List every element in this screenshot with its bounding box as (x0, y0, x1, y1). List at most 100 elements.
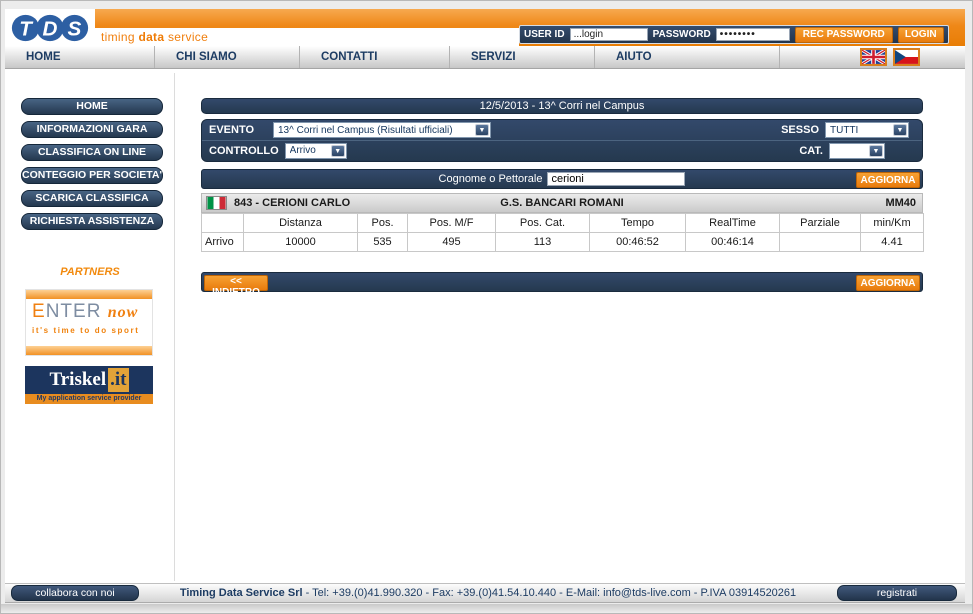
event-date-header: 12/5/2013 - 13^ Corri nel Campus (201, 98, 923, 114)
chevron-down-icon[interactable]: ▼ (330, 144, 345, 157)
chevron-down-icon[interactable]: ▼ (475, 124, 489, 136)
col-header-parziale: Parziale (779, 213, 861, 233)
cell-pos-mf: 495 (407, 232, 496, 252)
evento-selected-value: 13^ Corri nel Campus (Risultati ufficial… (278, 124, 453, 136)
aggiorna-button-top[interactable]: AGGIORNA (856, 172, 920, 188)
password-label: PASSWORD (652, 29, 711, 40)
password-input[interactable] (715, 28, 790, 41)
italy-flag-icon (206, 196, 227, 210)
athlete-category: MM40 (885, 197, 916, 209)
tds-logo-icon: T D S (11, 14, 89, 41)
cell-parziale (779, 232, 861, 252)
results-table: Distanza Pos. Pos. M/F Pos. Cat. Tempo R… (201, 213, 924, 252)
cell-tempo: 00:46:52 (589, 232, 686, 252)
sidebar-divider (174, 73, 175, 581)
sidebar-item-home[interactable]: HOME (21, 98, 163, 115)
search-label: Cognome o Pettorale (438, 173, 543, 185)
table-header-row: Distanza Pos. Pos. M/F Pos. Cat. Tempo R… (201, 213, 924, 233)
footer-contact-details: - Tel: +39.(0)41.990.320 - Fax: +39.(0)4… (302, 587, 797, 599)
nav-item-chi-siamo[interactable]: CHI SIAMO (155, 46, 300, 68)
sesso-label: SESSO (781, 124, 819, 136)
filter-row-2: CONTROLLO Arrivo ▼ CAT. ▼ (202, 140, 922, 160)
triskel-partner-logo[interactable]: Triskel .it My application service provid… (25, 366, 153, 404)
filter-row-1: EVENTO 13^ Corri nel Campus (Risultati u… (202, 120, 922, 140)
tds-logo[interactable]: T D S (5, 9, 95, 46)
chevron-down-icon[interactable]: ▼ (893, 124, 907, 136)
col-header-pos-cat: Pos. Cat. (495, 213, 590, 233)
chevron-down-icon[interactable]: ▼ (869, 144, 883, 157)
enternow-nter: NTER (45, 301, 102, 322)
col-header-minkm: min/Km (860, 213, 924, 233)
sidebar-item-conteggio-per-societa[interactable]: CONTEGGIO PER SOCIETA' (21, 167, 163, 184)
nav-item-contatti[interactable]: CONTATTI (300, 46, 450, 68)
svg-text:T: T (19, 17, 34, 40)
controllo-selected-value: Arrivo (289, 145, 316, 156)
sidebar-item-scarica-classifica[interactable]: SCARICA CLASSIFICA (21, 190, 163, 207)
cell-distanza: 10000 (243, 232, 358, 252)
sesso-selected-value: TUTTI (830, 124, 859, 136)
nav-item-servizi[interactable]: SERVIZI (450, 46, 595, 68)
col-header (201, 213, 244, 233)
controllo-label: CONTROLLO (209, 144, 279, 157)
triskel-tagline: My application service provider (25, 394, 153, 404)
uk-flag-icon[interactable] (860, 48, 887, 66)
enternow-bottom-bar (26, 346, 152, 355)
athlete-bib-name: 843 - CERIONI CARLO (234, 197, 351, 209)
footer-company-name: Timing Data Service Srl (179, 587, 303, 599)
cat-label: CAT. (799, 144, 823, 157)
sidebar-item-classifica-on-line[interactable]: CLASSIFICA ON LINE (21, 144, 163, 161)
page-bottom-edge (1, 604, 972, 613)
controllo-select[interactable]: Arrivo ▼ (284, 142, 347, 159)
bottom-action-bar: << INDIETRO AGGIORNA (201, 272, 923, 298)
search-input[interactable] (547, 172, 686, 186)
collabora-con-noi-button[interactable]: collabora con noi (11, 585, 139, 601)
enternow-partner-logo[interactable]: ENTER now it's time to do sport (25, 289, 153, 356)
registrati-button[interactable]: registrati (837, 585, 957, 601)
cell-pos-cat: 113 (495, 232, 590, 252)
nav-item-home[interactable]: HOME (5, 46, 155, 68)
athlete-header-row: 843 - CERIONI CARLO G.S. BANCARI ROMANI … (201, 193, 923, 213)
sesso-select[interactable]: TUTTI ▼ (825, 122, 909, 138)
nav-item-aiuto[interactable]: AIUTO (595, 46, 780, 68)
cell-realtime: 00:46:14 (685, 232, 780, 252)
cell-minkm: 4.41 (860, 232, 924, 252)
brand-strip (5, 28, 519, 46)
enternow-body: ENTER now it's time to do sport (26, 299, 152, 346)
athlete-team: G.S. BANCARI ROMANI (500, 197, 624, 209)
evento-label: EVENTO (209, 124, 255, 136)
enternow-now: now (107, 304, 139, 321)
svg-text:D: D (43, 17, 58, 40)
triskel-name: Triskel (49, 369, 107, 390)
enternow-top-bar (26, 290, 152, 299)
main-navbar: HOME CHI SIAMO CONTATTI SERVIZI AIUTO (5, 46, 965, 69)
cell-pos: 535 (357, 232, 408, 252)
tagline-part: service (164, 30, 209, 44)
sidebar-item-richiesta-assistenza[interactable]: RICHIESTA ASSISTENZA (21, 213, 163, 230)
rec-password-button[interactable]: REC PASSWORD (794, 26, 893, 43)
evento-select[interactable]: 13^ Corri nel Campus (Risultati ufficial… (273, 122, 491, 138)
user-id-label: USER ID (524, 29, 565, 40)
sidebar-menu: HOME INFORMAZIONI GARA CLASSIFICA ON LIN… (21, 98, 163, 236)
tagline-part: data (138, 30, 165, 44)
indietro-button[interactable]: << INDIETRO (204, 275, 268, 298)
login-bar: USER ID PASSWORD REC PASSWORD LOGIN (519, 25, 949, 44)
cat-select[interactable]: ▼ (829, 142, 885, 159)
sidebar-item-informazioni-gara[interactable]: INFORMAZIONI GARA (21, 121, 163, 138)
czech-flag-icon[interactable] (893, 48, 920, 66)
enternow-e: E (32, 301, 46, 322)
aggiorna-button-bottom[interactable]: AGGIORNA (856, 275, 920, 291)
partners-heading: PARTNERS (60, 266, 120, 278)
footer-contact-info: Timing Data Service Srl - Tel: +39.(0)41… (139, 587, 837, 599)
user-id-input[interactable] (569, 28, 648, 41)
cell-controllo: Arrivo (201, 232, 244, 252)
svg-text:S: S (68, 17, 82, 40)
tagline-part: timing (101, 30, 139, 44)
triskel-it: .it (108, 368, 129, 392)
filter-panel: EVENTO 13^ Corri nel Campus (Risultati u… (201, 119, 923, 162)
login-button[interactable]: LOGIN (897, 26, 944, 43)
col-header-tempo: Tempo (589, 213, 686, 233)
col-header-realtime: RealTime (685, 213, 780, 233)
table-row: Arrivo 10000 535 495 113 00:46:52 00:46:… (201, 232, 924, 252)
triskel-wordmark: Triskel .it (25, 366, 153, 394)
